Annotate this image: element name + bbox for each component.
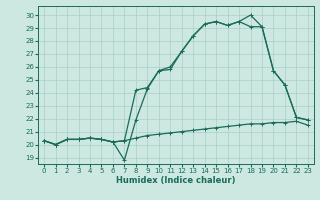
X-axis label: Humidex (Indice chaleur): Humidex (Indice chaleur) [116,176,236,185]
